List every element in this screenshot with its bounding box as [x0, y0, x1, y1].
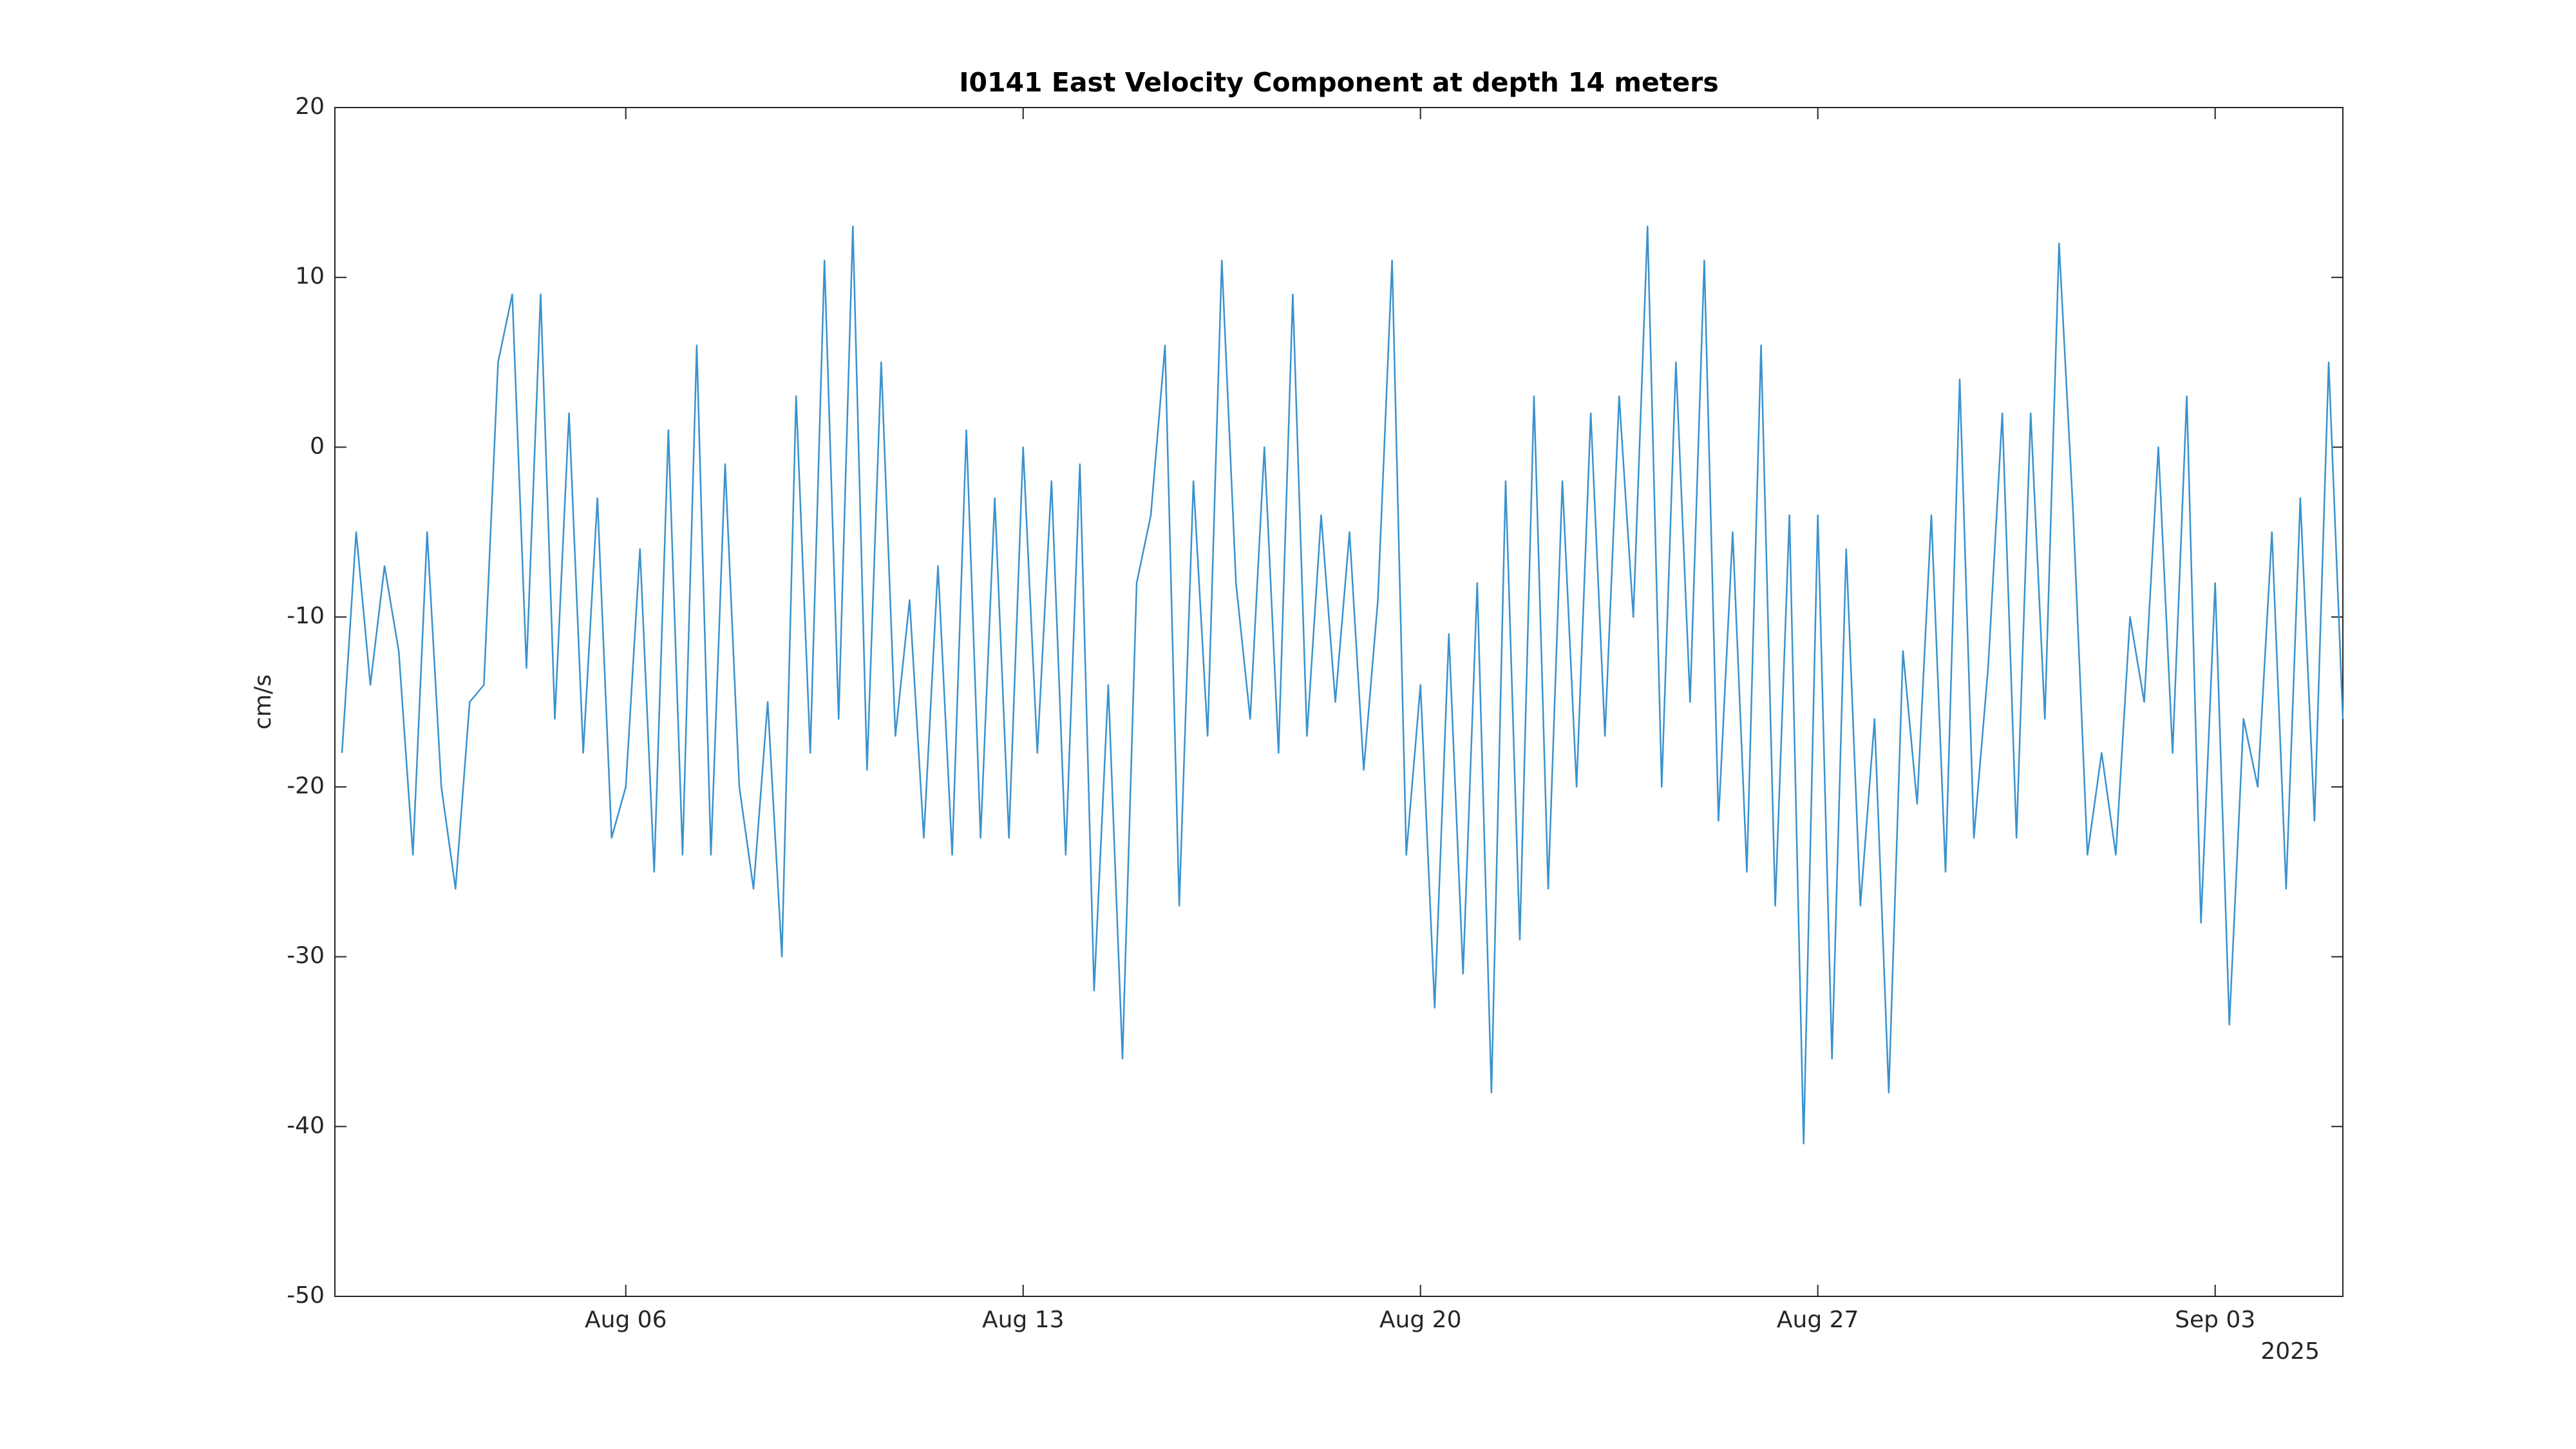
x-tick-label: Sep 03	[2175, 1307, 2255, 1333]
data-line	[341, 225, 2344, 1144]
y-tick-label: -20	[287, 773, 325, 799]
y-tick-label: -40	[287, 1112, 325, 1139]
x-tick-label: Aug 27	[1777, 1307, 1859, 1333]
x-year-label: 2025	[2260, 1338, 2320, 1365]
y-tick-label: -50	[287, 1282, 325, 1309]
y-tick-label: 10	[295, 263, 325, 290]
y-tick-label: -10	[287, 603, 325, 629]
chart-title: I0141 East Velocity Component at depth 1…	[959, 67, 1719, 98]
x-tick-label: Aug 06	[585, 1307, 667, 1333]
y-tick-label: 20	[295, 93, 325, 120]
y-axis-label: cm/s	[250, 674, 276, 730]
y-tick-label: 0	[310, 433, 325, 459]
x-tick-label: Aug 13	[982, 1307, 1065, 1333]
y-tick-label: -30	[287, 943, 325, 969]
x-tick-label: Aug 20	[1379, 1307, 1462, 1333]
